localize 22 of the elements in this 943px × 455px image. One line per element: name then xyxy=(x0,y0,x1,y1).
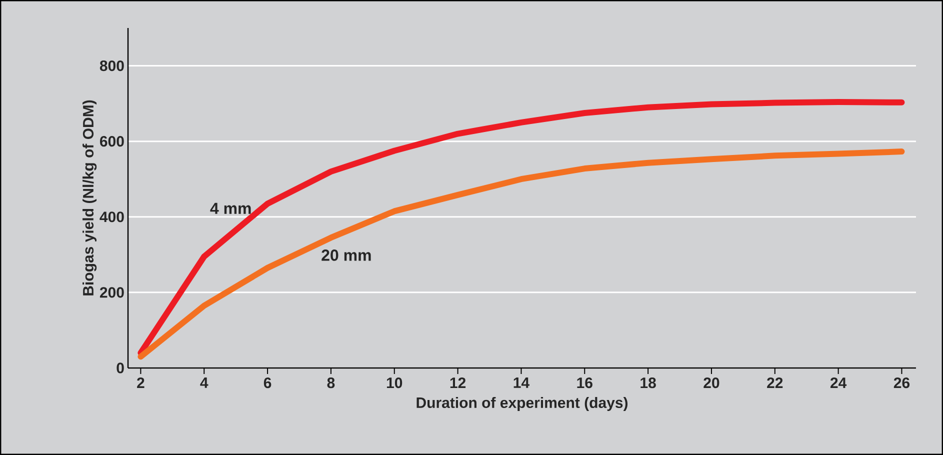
x-tick-label: 14 xyxy=(514,378,530,388)
x-tick-label: 22 xyxy=(767,378,783,388)
x-tick-label: 20 xyxy=(704,378,720,388)
x-tick-label: 2 xyxy=(137,378,144,388)
y-axis-title: Biogas yield (Nl/kg of ODM) xyxy=(82,100,97,296)
y-tick-label: 400 xyxy=(100,212,124,222)
x-axis-title: Duration of experiment (days) xyxy=(416,397,628,411)
series-label: 20 mm xyxy=(322,250,371,261)
x-tick-label: 12 xyxy=(450,378,466,388)
x-tick-label: 26 xyxy=(894,378,910,388)
series-label: 4 mm xyxy=(210,202,251,214)
x-tick-label: 16 xyxy=(577,378,592,388)
y-tick-label: 200 xyxy=(100,287,124,298)
y-tick-label: 0 xyxy=(116,362,124,374)
x-tick-label: 18 xyxy=(640,378,656,388)
x-tick-label: 24 xyxy=(830,378,847,388)
x-tick-label: 10 xyxy=(386,378,402,388)
x-tick-label: 6 xyxy=(264,378,272,388)
y-tick-label: 600 xyxy=(100,136,124,147)
y-tick-label: 800 xyxy=(100,60,124,72)
x-tick-label: 8 xyxy=(327,378,335,388)
x-tick-label: 4 xyxy=(200,378,208,388)
